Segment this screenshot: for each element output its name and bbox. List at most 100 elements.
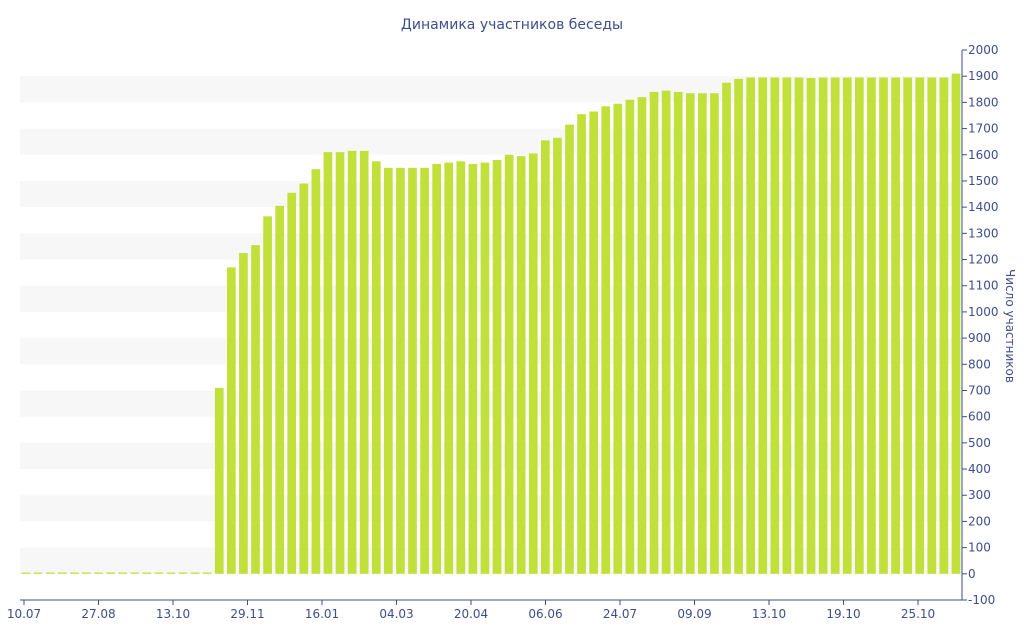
grid-band: [20, 76, 962, 103]
bar: [456, 161, 466, 574]
bar: [82, 572, 91, 574]
x-tick-label: 20.04: [454, 607, 488, 621]
bar: [649, 91, 659, 574]
y-tick-label: 1400: [968, 200, 999, 214]
bar: [371, 161, 381, 574]
bar: [299, 183, 309, 574]
bar: [359, 150, 369, 574]
bar: [842, 77, 852, 574]
bar: [45, 572, 55, 574]
bar: [613, 103, 623, 574]
bar: [710, 93, 719, 574]
y-tick-label: 1600: [968, 148, 999, 162]
bar: [335, 152, 345, 574]
y-tick-label: 0: [968, 567, 976, 581]
bar: [492, 160, 502, 574]
bar: [70, 572, 79, 574]
bar: [577, 114, 586, 574]
bar: [311, 169, 321, 574]
bar: [118, 572, 128, 574]
y-axis: -100 0 100 200 300 400 500 600 700 800 900 1000 1100…: [961, 43, 999, 607]
grid-band: [20, 338, 962, 365]
bar: [516, 156, 526, 574]
x-tick-label: 16.01: [305, 607, 339, 621]
y-tick-label: 100: [968, 541, 991, 555]
bar: [130, 572, 140, 574]
bar: [891, 77, 900, 574]
bar: [722, 82, 731, 574]
bar: [468, 163, 478, 574]
bar: [396, 167, 405, 574]
bar: [154, 572, 164, 574]
bar: [553, 137, 562, 574]
x-tick-label: 09.09: [677, 607, 711, 621]
x-tick-label: 10.07: [7, 607, 41, 621]
x-tick-label: 25.10: [901, 607, 935, 621]
bar: [855, 77, 864, 574]
bar: [251, 245, 260, 574]
bar: [420, 167, 429, 574]
bar: [939, 77, 949, 574]
y-tick-label: 1900: [968, 69, 999, 83]
bar: [818, 77, 828, 574]
bar: [287, 192, 297, 574]
bar: [444, 162, 454, 574]
bar: [806, 78, 816, 574]
bar: [951, 73, 961, 574]
grid-bands: [20, 76, 962, 574]
grid-band: [20, 285, 962, 312]
bar: [239, 252, 248, 574]
bar: [263, 216, 272, 574]
bar: [601, 106, 611, 574]
grid-band: [20, 233, 962, 260]
bar: [480, 162, 490, 574]
y-tick-label: 600: [968, 410, 991, 424]
y-tick-label: 1300: [968, 226, 999, 240]
x-tick-label: 06.06: [528, 607, 562, 621]
y-tick-label: 1100: [968, 279, 999, 293]
bar: [142, 572, 152, 574]
x-tick-label: 13.10: [752, 607, 786, 621]
bar-series: [21, 73, 961, 574]
bar: [673, 91, 683, 574]
bar: [323, 152, 333, 574]
grid-band: [20, 442, 962, 470]
bar: [408, 167, 417, 574]
bar: [903, 77, 913, 574]
bar: [698, 93, 707, 574]
bar: [178, 572, 188, 574]
x-tick-label: 19.10: [826, 607, 860, 621]
y-tick-label: 800: [968, 357, 991, 371]
grid-band: [20, 547, 962, 574]
x-tick-label: 29.11: [230, 607, 264, 621]
bar: [565, 124, 574, 574]
y-tick-label: 1800: [968, 95, 999, 109]
bar: [504, 154, 514, 574]
x-tick-label: 27.08: [81, 607, 115, 621]
y-tick-label: 900: [968, 331, 991, 345]
bar: [867, 77, 876, 574]
y-tick-label: 200: [968, 514, 991, 528]
bar: [227, 267, 236, 574]
bar: [661, 90, 671, 574]
x-tick-label: 24.07: [603, 607, 637, 621]
bar: [57, 572, 67, 574]
bar: [21, 572, 31, 574]
bar: [734, 78, 743, 574]
bar: [190, 572, 200, 574]
grid-band: [20, 390, 962, 417]
y-tick-label: 1700: [968, 122, 999, 136]
bar: [830, 77, 840, 574]
grid-band: [20, 128, 962, 155]
x-axis: 10.07 27.08 13.10 29.11 16.01 04.03 20.04 06.06…: [7, 599, 962, 621]
bar: [746, 77, 756, 574]
bar: [782, 77, 792, 574]
y-tick-label: 1500: [968, 174, 999, 188]
bar: [589, 111, 599, 574]
bar: [528, 153, 538, 574]
bar: [927, 77, 937, 574]
bar: [637, 97, 647, 574]
bar: [915, 77, 925, 574]
chart-title: Динамика участников беседы: [401, 17, 623, 33]
y-tick-label: 1200: [968, 253, 999, 267]
